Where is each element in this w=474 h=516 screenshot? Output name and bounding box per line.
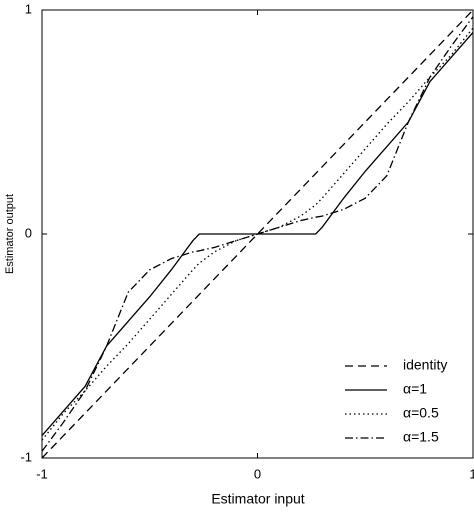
x-tick-label: -1 [36,466,48,481]
legend-label: α=1 [403,381,427,397]
series-line [41,16,474,452]
x-tick-label: 0 [254,466,261,481]
legend-label: α=0.5 [403,405,439,421]
x-tick-label: 1 [469,466,474,481]
x-axis-label: Estimator input [211,491,304,507]
y-tick-label: -1 [20,449,32,464]
y-tick-label: 1 [25,1,32,16]
y-axis-label: Estimator output [4,194,16,274]
series-line [41,9,474,459]
y-tick-label: 0 [25,225,32,240]
legend-label: identity [403,357,447,373]
legend-label: α=1.5 [403,429,439,445]
